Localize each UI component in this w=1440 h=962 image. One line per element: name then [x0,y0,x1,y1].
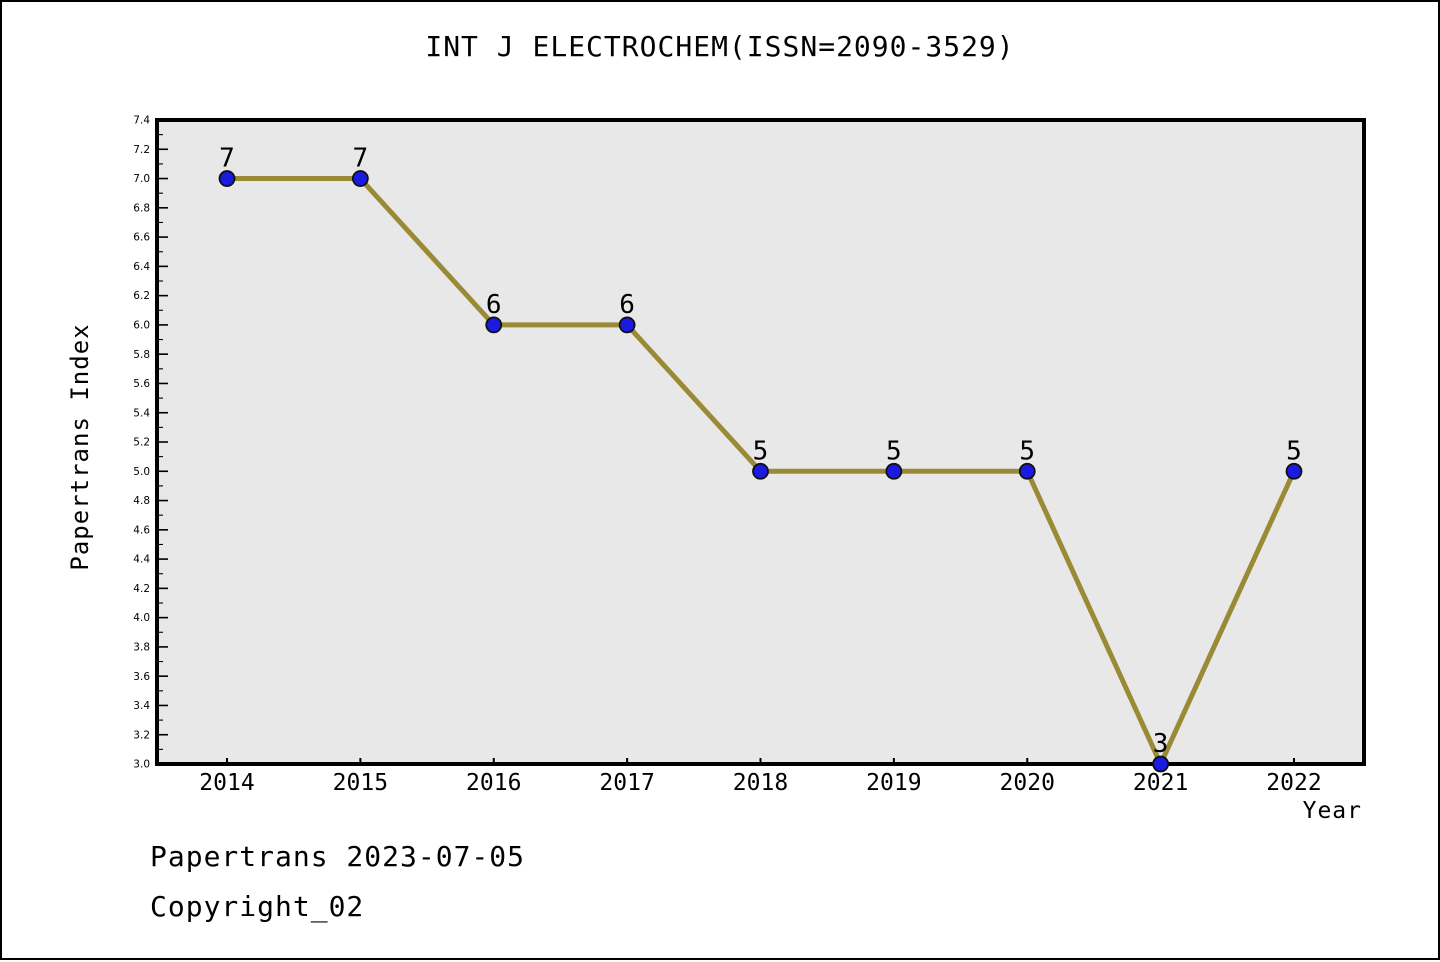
data-point-label: 3 [1153,729,1169,759]
y-tick-label: 3.6 [133,671,150,683]
y-tick-label: 6.6 [133,232,150,244]
x-tick-label: 2021 [1133,770,1188,796]
data-point-label: 6 [619,290,635,320]
data-point [1152,755,1170,773]
y-tick-label: 7.0 [133,173,150,185]
x-tick-label: 2020 [1000,770,1055,796]
x-tick-label: 2016 [466,770,521,796]
data-point-label: 7 [353,144,369,174]
x-tick-label: 2019 [866,770,921,796]
data-point [1018,462,1036,480]
x-tick-label: 2014 [199,770,254,796]
data-point-label: 7 [219,144,235,174]
y-tick-label: 6.2 [133,290,150,302]
chart-title: INT J ELECTROCHEM(ISSN=2090-3529) [425,30,1015,63]
y-tick-label: 3.0 [133,759,150,771]
y-tick-label: 3.2 [133,729,150,741]
x-tick-label: 2022 [1266,770,1321,796]
y-tick-label: 6.8 [133,202,150,214]
data-point [1285,462,1303,480]
y-tick-label: 6.4 [133,261,150,273]
data-point [752,462,769,480]
y-tick-label: 6.0 [133,320,150,332]
y-tick-label: 5.2 [133,437,150,449]
data-point-label: 5 [753,436,769,466]
data-point-label: 5 [1019,436,1035,466]
y-tick-label: 4.4 [133,554,150,566]
data-point [218,170,236,187]
footer-source-date: Papertrans 2023-07-05 [150,840,526,873]
y-tick-label: 5.4 [133,407,150,419]
y-tick-label: 4.8 [133,495,150,507]
x-tick-label: 2015 [333,770,388,796]
y-tick-label: 7.2 [133,144,150,156]
y-tick-label: 4.2 [133,583,150,595]
y-tick-label: 4.0 [133,612,150,624]
y-tick-label: 5.8 [133,349,150,361]
data-point [485,316,503,334]
data-point-label: 5 [1286,436,1302,466]
footer-copyright: Copyright_02 [150,890,365,923]
y-tick-label: 3.8 [133,642,150,654]
data-point [885,462,903,480]
data-point [351,170,369,187]
plot-frame [155,118,1366,766]
plot-background [157,120,1364,764]
x-tick-label: 2017 [599,770,654,796]
y-tick-label: 5.6 [133,378,150,390]
y-tick-label: 3.4 [133,700,150,712]
y-tick-label: 5.0 [133,466,150,478]
y-tick-label: 4.6 [133,524,150,536]
x-tick-label: 2018 [733,770,788,796]
y-tick-label: 7.4 [133,115,150,127]
data-point [618,316,636,334]
x-axis-title: Year [1302,798,1362,824]
data-point-label: 6 [486,290,502,320]
data-point-label: 5 [886,436,902,466]
